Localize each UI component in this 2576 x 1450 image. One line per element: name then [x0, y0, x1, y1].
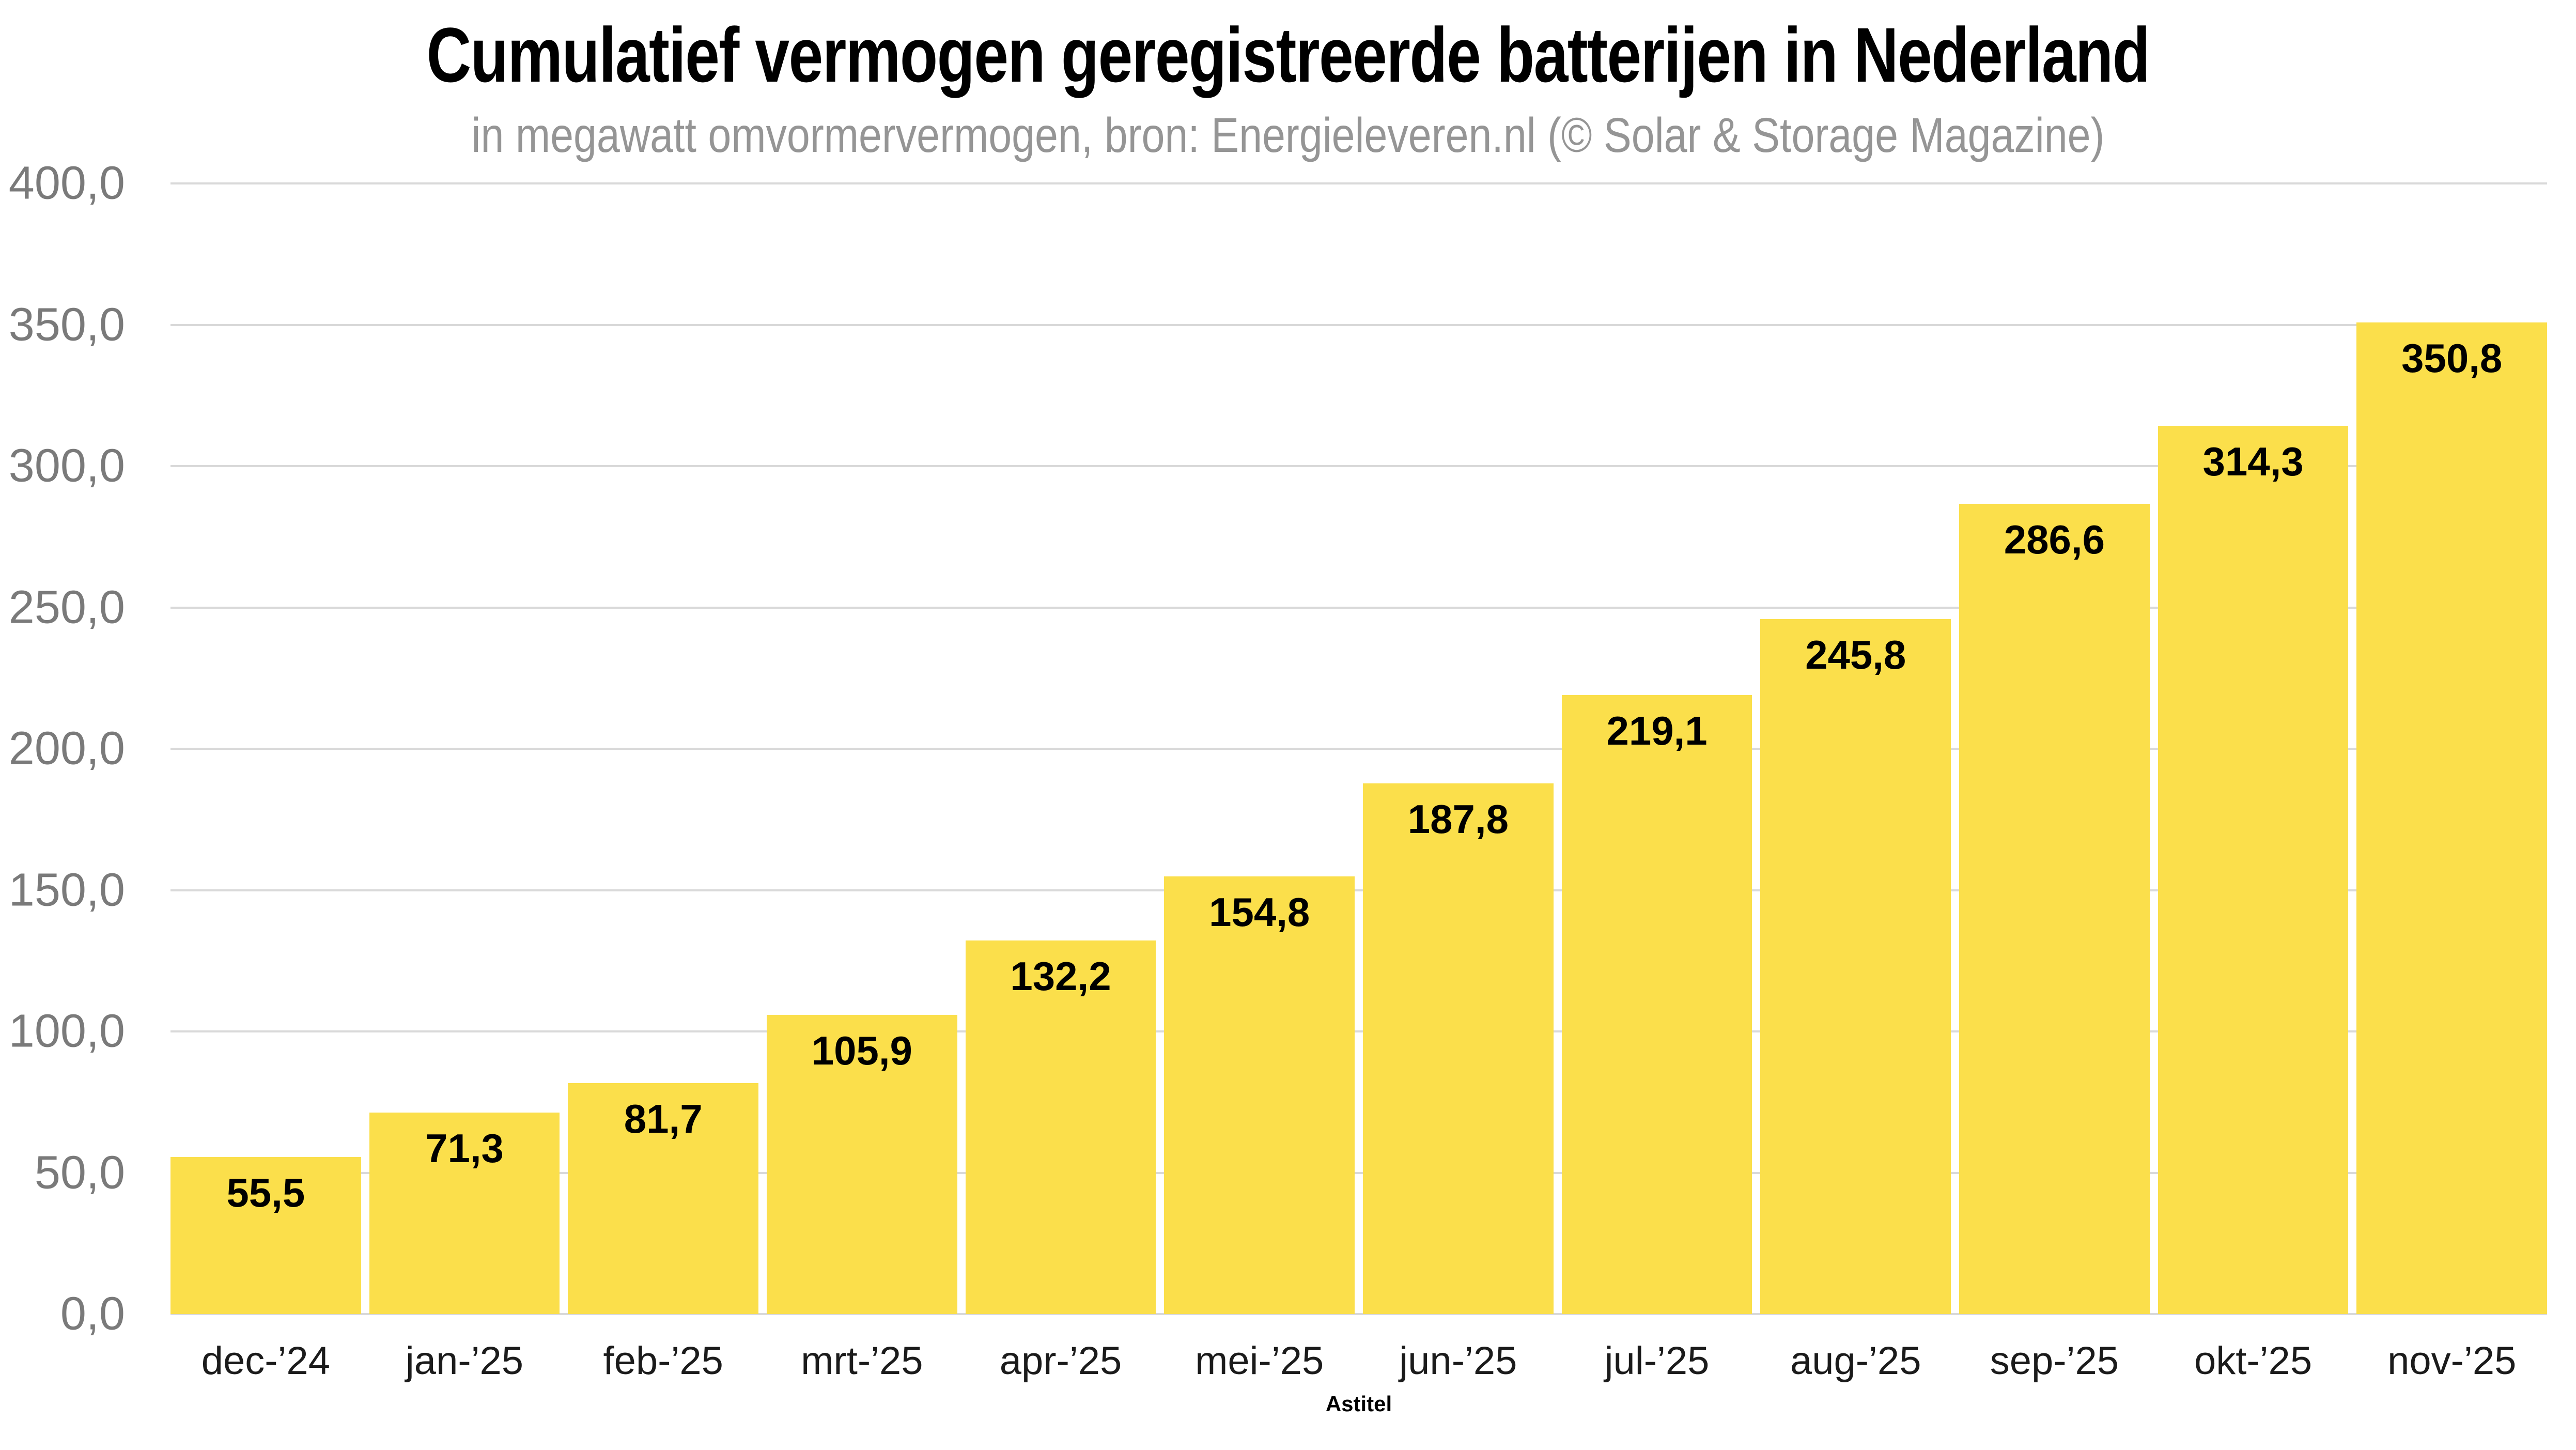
bar-value-label: 219,1	[1606, 707, 1708, 753]
bar-value-label: 286,6	[2004, 517, 2105, 563]
gridline	[170, 889, 2547, 891]
gridline	[170, 606, 2547, 609]
y-axis-tick-label: 400,0	[8, 157, 125, 209]
gridline	[170, 748, 2547, 750]
x-axis-tick-label: jun-’25	[1399, 1339, 1517, 1383]
bar-value-label: 245,8	[1805, 632, 1906, 678]
bar-value-label: 187,8	[1407, 796, 1509, 842]
x-axis-tick-label: feb-’25	[603, 1339, 723, 1383]
gridline	[170, 182, 2547, 184]
y-axis-tick-label: 350,0	[8, 299, 125, 350]
bar-value-label: 55,5	[226, 1170, 305, 1216]
y-axis-tick-label: 50,0	[34, 1147, 125, 1198]
y-axis-tick-label: 150,0	[8, 864, 125, 916]
gridline	[170, 465, 2547, 467]
y-axis-tick-label: 100,0	[8, 1005, 125, 1057]
y-axis-tick-label: 200,0	[8, 722, 125, 775]
y-axis-tick-label: 0,0	[60, 1288, 125, 1340]
y-axis-tick-labels: 0,0 50,0 100,0 150,0 200,0 250,0 300,0 350,0 400…	[0, 158, 125, 1340]
x-axis-tick-label: jul-’25	[1604, 1339, 1710, 1383]
x-axis-tick-label: aug-’25	[1790, 1339, 1921, 1383]
chart-title: Cumulatief vermogen geregistreerde batte…	[426, 11, 2150, 98]
bar: 71,3	[369, 1113, 560, 1314]
bar-value-label: 71,3	[425, 1125, 504, 1171]
y-axis-tick-label: 250,0	[8, 581, 125, 633]
bar-value-label: 81,7	[624, 1096, 703, 1142]
bar: 81,7	[568, 1083, 759, 1314]
bar: 245,8	[1760, 619, 1951, 1314]
bar-value-label: 314,3	[2202, 438, 2304, 484]
bar: 154,8	[1164, 876, 1355, 1314]
x-axis-tick-label: mei-’25	[1195, 1339, 1324, 1383]
bar: 314,3	[2158, 425, 2349, 1314]
x-axis-tick-label: mrt-’25	[801, 1339, 923, 1383]
gridline	[170, 1171, 2547, 1174]
gridline	[170, 1030, 2547, 1032]
x-axis-tick-labels: dec-’24 jan-’25 feb-’25 mrt-’25 apr-’25 mei-’…	[170, 1338, 2547, 1383]
bar: 219,1	[1561, 695, 1752, 1314]
x-axis-title: Astitel	[1325, 1392, 1392, 1416]
x-axis-tick-label: sep-’25	[1990, 1339, 2119, 1383]
y-axis-tick-label: 300,0	[8, 440, 125, 492]
bar-value-label: 132,2	[1010, 953, 1111, 999]
x-axis-tick-label: nov-’25	[2387, 1339, 2517, 1383]
x-axis-tick-label: jan-’25	[405, 1339, 524, 1383]
bar-series: 55,5 71,3 81,7 105,9 132,2 154,8 187,8 219,1 245…	[170, 183, 2548, 1314]
bar: 105,9	[767, 1014, 957, 1314]
gridline	[170, 323, 2547, 326]
x-axis-tick-label: apr-’25	[999, 1339, 1122, 1383]
bar-value-label: 350,8	[2401, 335, 2503, 381]
x-axis-tick-label: dec-’24	[201, 1339, 330, 1383]
bar: 55,5	[170, 1157, 361, 1314]
bar: 350,8	[2356, 322, 2548, 1314]
bar: 286,6	[1959, 504, 2150, 1314]
x-axis-tick-label: okt-’25	[2194, 1339, 2313, 1383]
bar: 132,2	[965, 940, 1156, 1314]
bar: 187,8	[1363, 783, 1554, 1314]
bar-value-label: 154,8	[1209, 889, 1310, 935]
plot-area: 55,5 71,3 81,7 105,9 132,2 154,8 187,8 219,1 245…	[170, 182, 2548, 1315]
chart-subtitle: in megawatt omvormervermogen, bron: Ener…	[471, 108, 2105, 163]
bar-value-label: 105,9	[811, 1027, 912, 1073]
gridline	[170, 1313, 2547, 1315]
